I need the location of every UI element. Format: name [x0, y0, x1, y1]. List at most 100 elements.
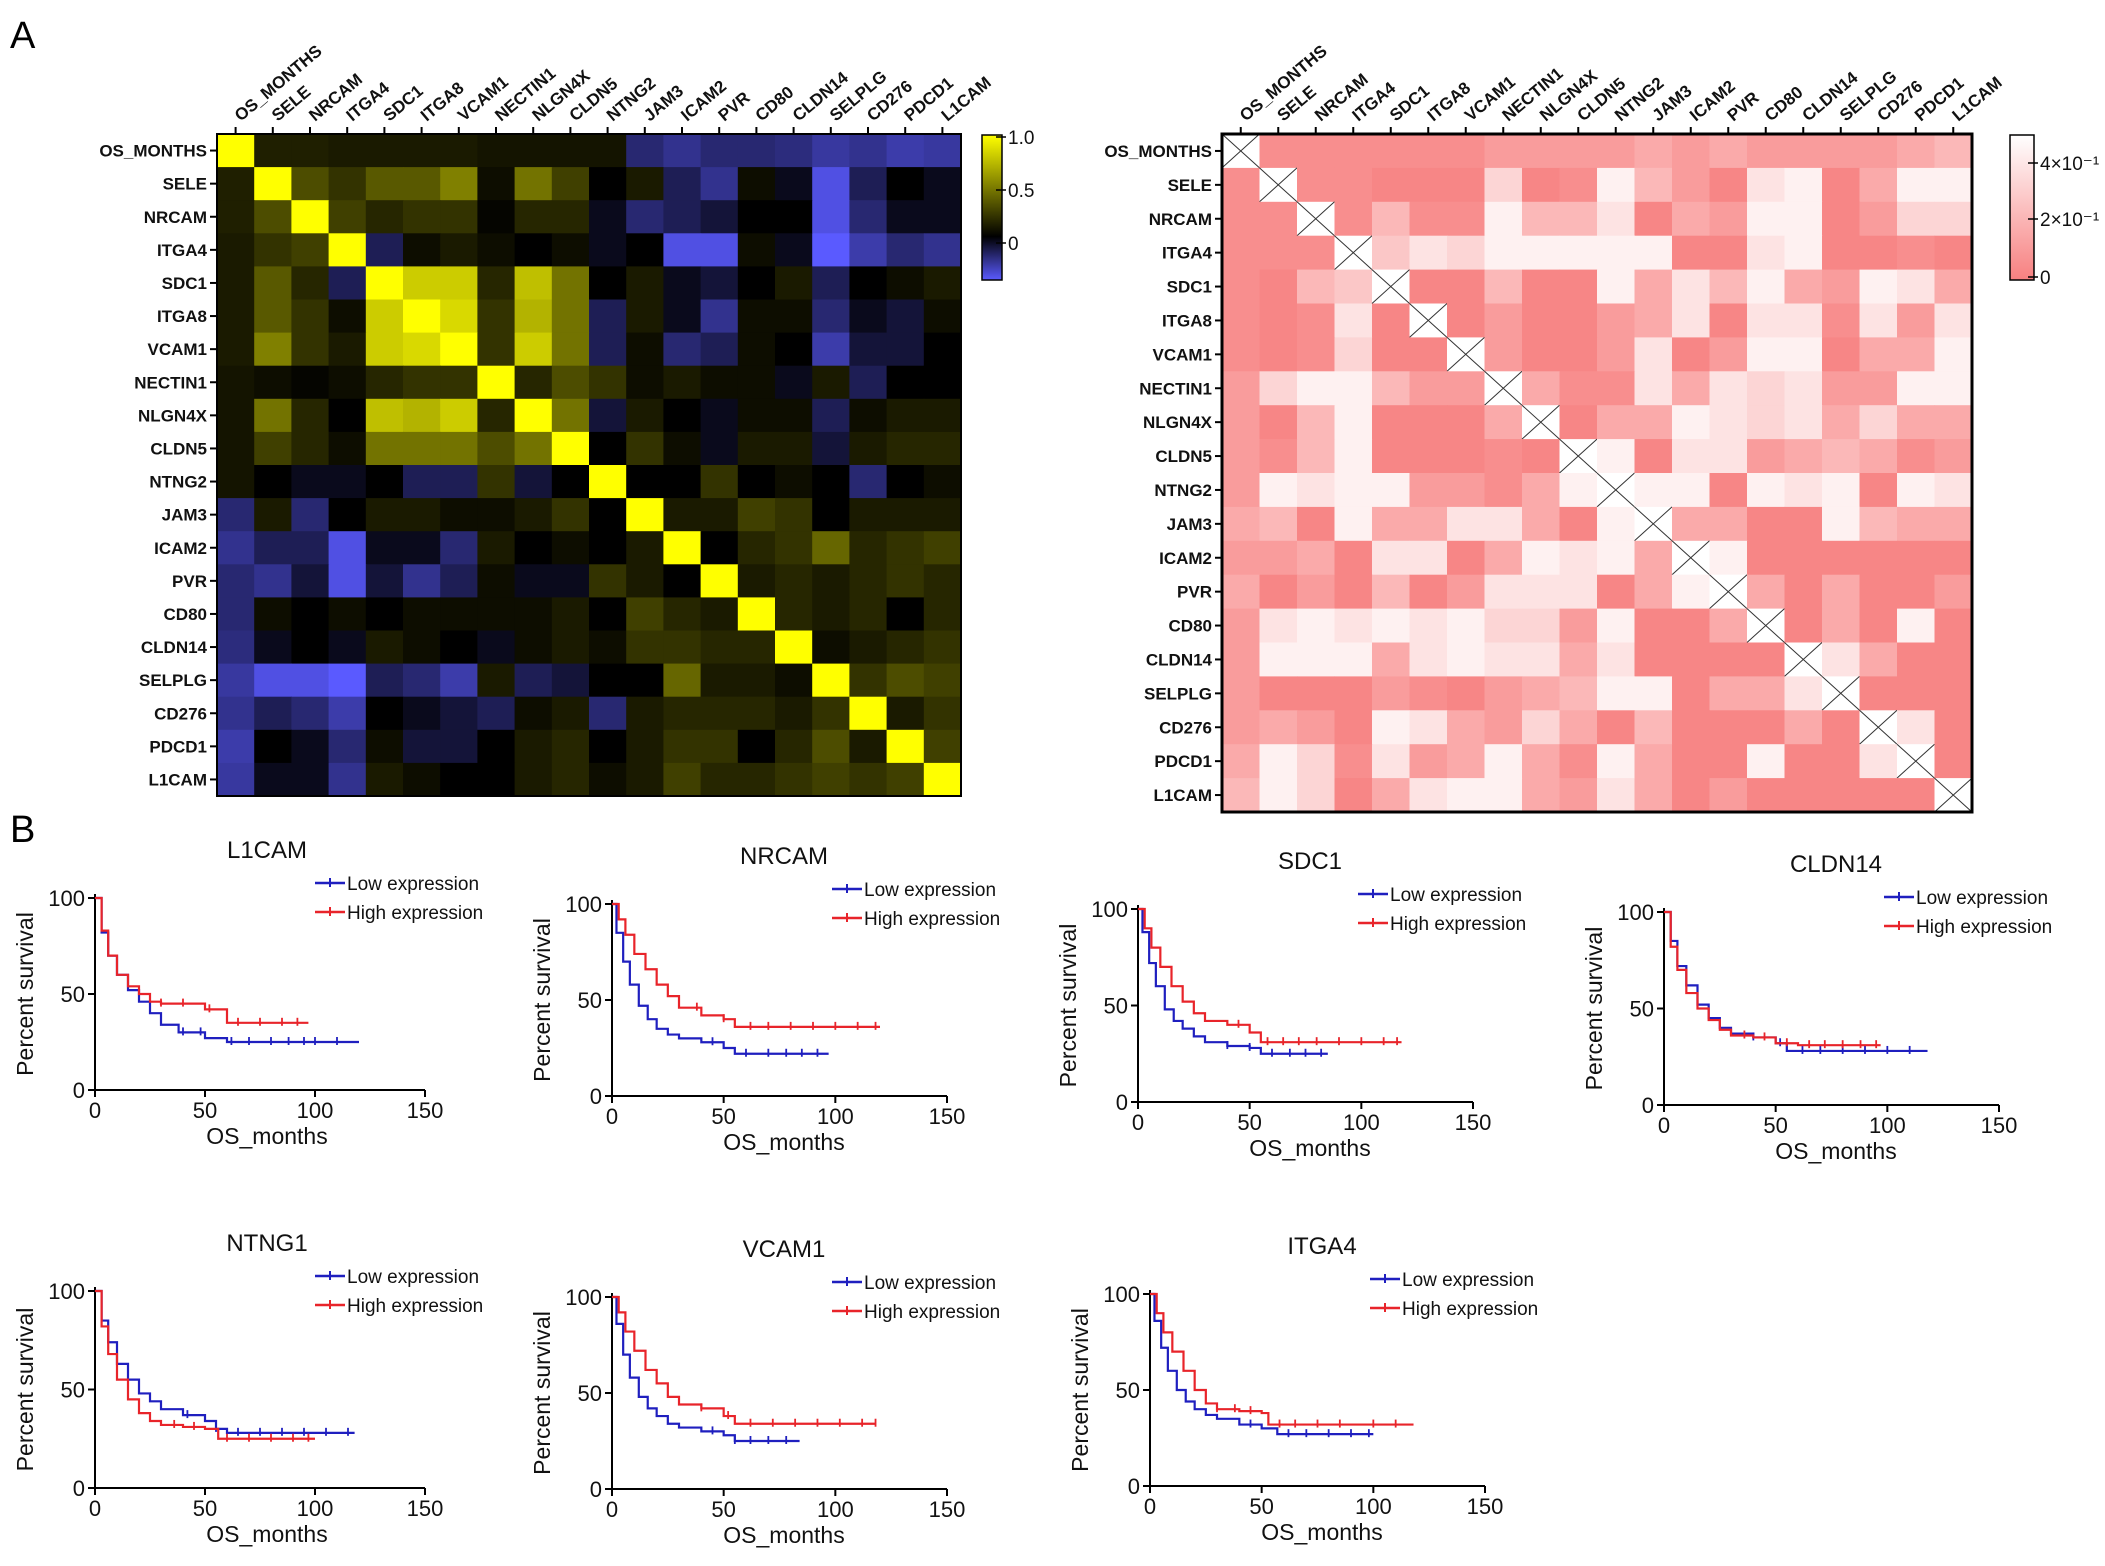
heatmap-cell — [1484, 269, 1523, 305]
heatmap-cell — [663, 729, 702, 764]
heatmap-cell — [812, 564, 850, 598]
survival-plot-l1cam: 0 50 100 0 50 100 150 L1CAM OS_months Percent sur… — [12, 837, 483, 1149]
row-label: L1CAM — [148, 770, 207, 789]
diagonal-cross — [1634, 506, 1673, 542]
heatmap-cell — [886, 663, 925, 698]
heatmap-cell — [1897, 676, 1936, 711]
heatmap-cell — [1709, 134, 1748, 169]
heatmap-cell — [1822, 574, 1861, 610]
y-tick-label: 100 — [565, 892, 602, 917]
high-expression-curve — [612, 1295, 876, 1425]
heatmap-cell — [514, 134, 553, 168]
heatmap-cell — [775, 663, 813, 698]
heatmap-cell — [1222, 439, 1261, 474]
heatmap-cell — [1897, 235, 1936, 271]
heatmap-cell — [254, 762, 292, 797]
heatmap-cell — [403, 597, 441, 632]
row-label: VCAM1 — [147, 340, 207, 359]
heatmap-cell — [477, 200, 516, 234]
heatmap-cell — [1559, 134, 1598, 169]
heatmap-cell — [1822, 608, 1861, 644]
legend-label: Low expression — [347, 1267, 479, 1288]
heatmap-cell — [1334, 371, 1373, 406]
heatmap-cell — [1634, 676, 1673, 711]
heatmap-cell — [403, 167, 441, 201]
heatmap-cell — [849, 233, 888, 267]
heatmap-cell — [1672, 167, 1711, 203]
x-tick-label: 50 — [1249, 1494, 1273, 1519]
heatmap-cell — [1259, 201, 1298, 237]
heatmap-cell — [217, 134, 255, 168]
heatmap-cell — [886, 531, 925, 565]
heatmap-cell — [1372, 201, 1411, 237]
heatmap-cell — [1672, 744, 1711, 779]
heatmap-cell — [1447, 473, 1486, 508]
x-tick-label: 50 — [711, 1104, 735, 1129]
heatmap-cell — [1222, 710, 1261, 745]
row-label: CD80 — [1169, 617, 1212, 636]
heatmap-cell — [514, 233, 553, 267]
heatmap-cell — [700, 729, 739, 764]
heatmap-cell — [1859, 506, 1898, 542]
heatmap-cell — [812, 431, 850, 466]
heatmap-cell — [1784, 574, 1823, 610]
heatmap-cell — [1934, 506, 1973, 542]
heatmap-cell — [1484, 540, 1523, 576]
heatmap-cell — [1859, 371, 1898, 406]
heatmap-cell — [291, 398, 330, 433]
heatmap-cell — [328, 233, 367, 267]
heatmap-cell — [365, 762, 404, 797]
heatmap-cell — [440, 299, 478, 334]
heatmap-cell — [1409, 134, 1448, 169]
heatmap-cell — [1522, 371, 1561, 406]
heatmap-cell — [403, 266, 441, 301]
heatmap-cell — [551, 431, 590, 466]
heatmap-cell — [1597, 608, 1636, 644]
heatmap-cell — [1784, 778, 1823, 813]
heatmap-cell — [1447, 134, 1486, 169]
pvalue-heatmap: OS_MONTHS SELE NRCAM ITGA4 SDC1 ITGA8 VCAM1 NEC… — [1104, 41, 2099, 814]
heatmap-cell — [217, 398, 255, 433]
heatmap-cell — [1784, 201, 1823, 237]
heatmap-cell — [1747, 371, 1786, 406]
row-label: CLDN14 — [141, 638, 208, 657]
heatmap-cell — [626, 498, 664, 532]
heatmap-cell — [291, 663, 330, 698]
row-label: NECTIN1 — [134, 373, 207, 392]
heatmap-cell — [1372, 506, 1411, 542]
heatmap-cell — [514, 167, 553, 201]
heatmap-cell — [849, 564, 888, 598]
x-tick-label: 0 — [606, 1104, 618, 1129]
row-label: CLDN14 — [1146, 650, 1213, 669]
heatmap-cell — [1597, 439, 1636, 474]
heatmap-cell — [365, 233, 404, 267]
x-tick-label: 150 — [929, 1497, 966, 1522]
heatmap-cell — [1522, 167, 1561, 203]
heatmap-cell — [1822, 167, 1861, 203]
heatmap-cell — [1297, 608, 1336, 644]
heatmap-cell — [291, 365, 330, 400]
heatmap-cell — [812, 299, 850, 334]
row-label: ITGA4 — [1162, 244, 1213, 263]
heatmap-cell — [1859, 540, 1898, 576]
heatmap-cell — [1259, 744, 1298, 779]
heatmap-cell — [403, 762, 441, 797]
heatmap-cell — [1897, 439, 1936, 474]
heatmap-cell — [1447, 235, 1486, 271]
heatmap-cell — [365, 332, 404, 367]
heatmap-cell — [1409, 371, 1448, 406]
heatmap-cell — [514, 431, 553, 466]
x-tick-label: 50 — [1237, 1110, 1261, 1135]
heatmap-cell — [217, 696, 255, 731]
heatmap-cell — [775, 630, 813, 665]
diagonal-cross — [1484, 370, 1523, 406]
heatmap-cell — [1372, 371, 1411, 406]
heatmap-cell — [775, 233, 813, 267]
heatmap-cell — [254, 597, 292, 632]
row-label: PVR — [1177, 583, 1212, 602]
heatmap-cell — [1447, 574, 1486, 610]
heatmap-cell — [812, 465, 850, 499]
y-tick-label: 100 — [1617, 900, 1654, 925]
heatmap-cell — [1709, 540, 1748, 576]
